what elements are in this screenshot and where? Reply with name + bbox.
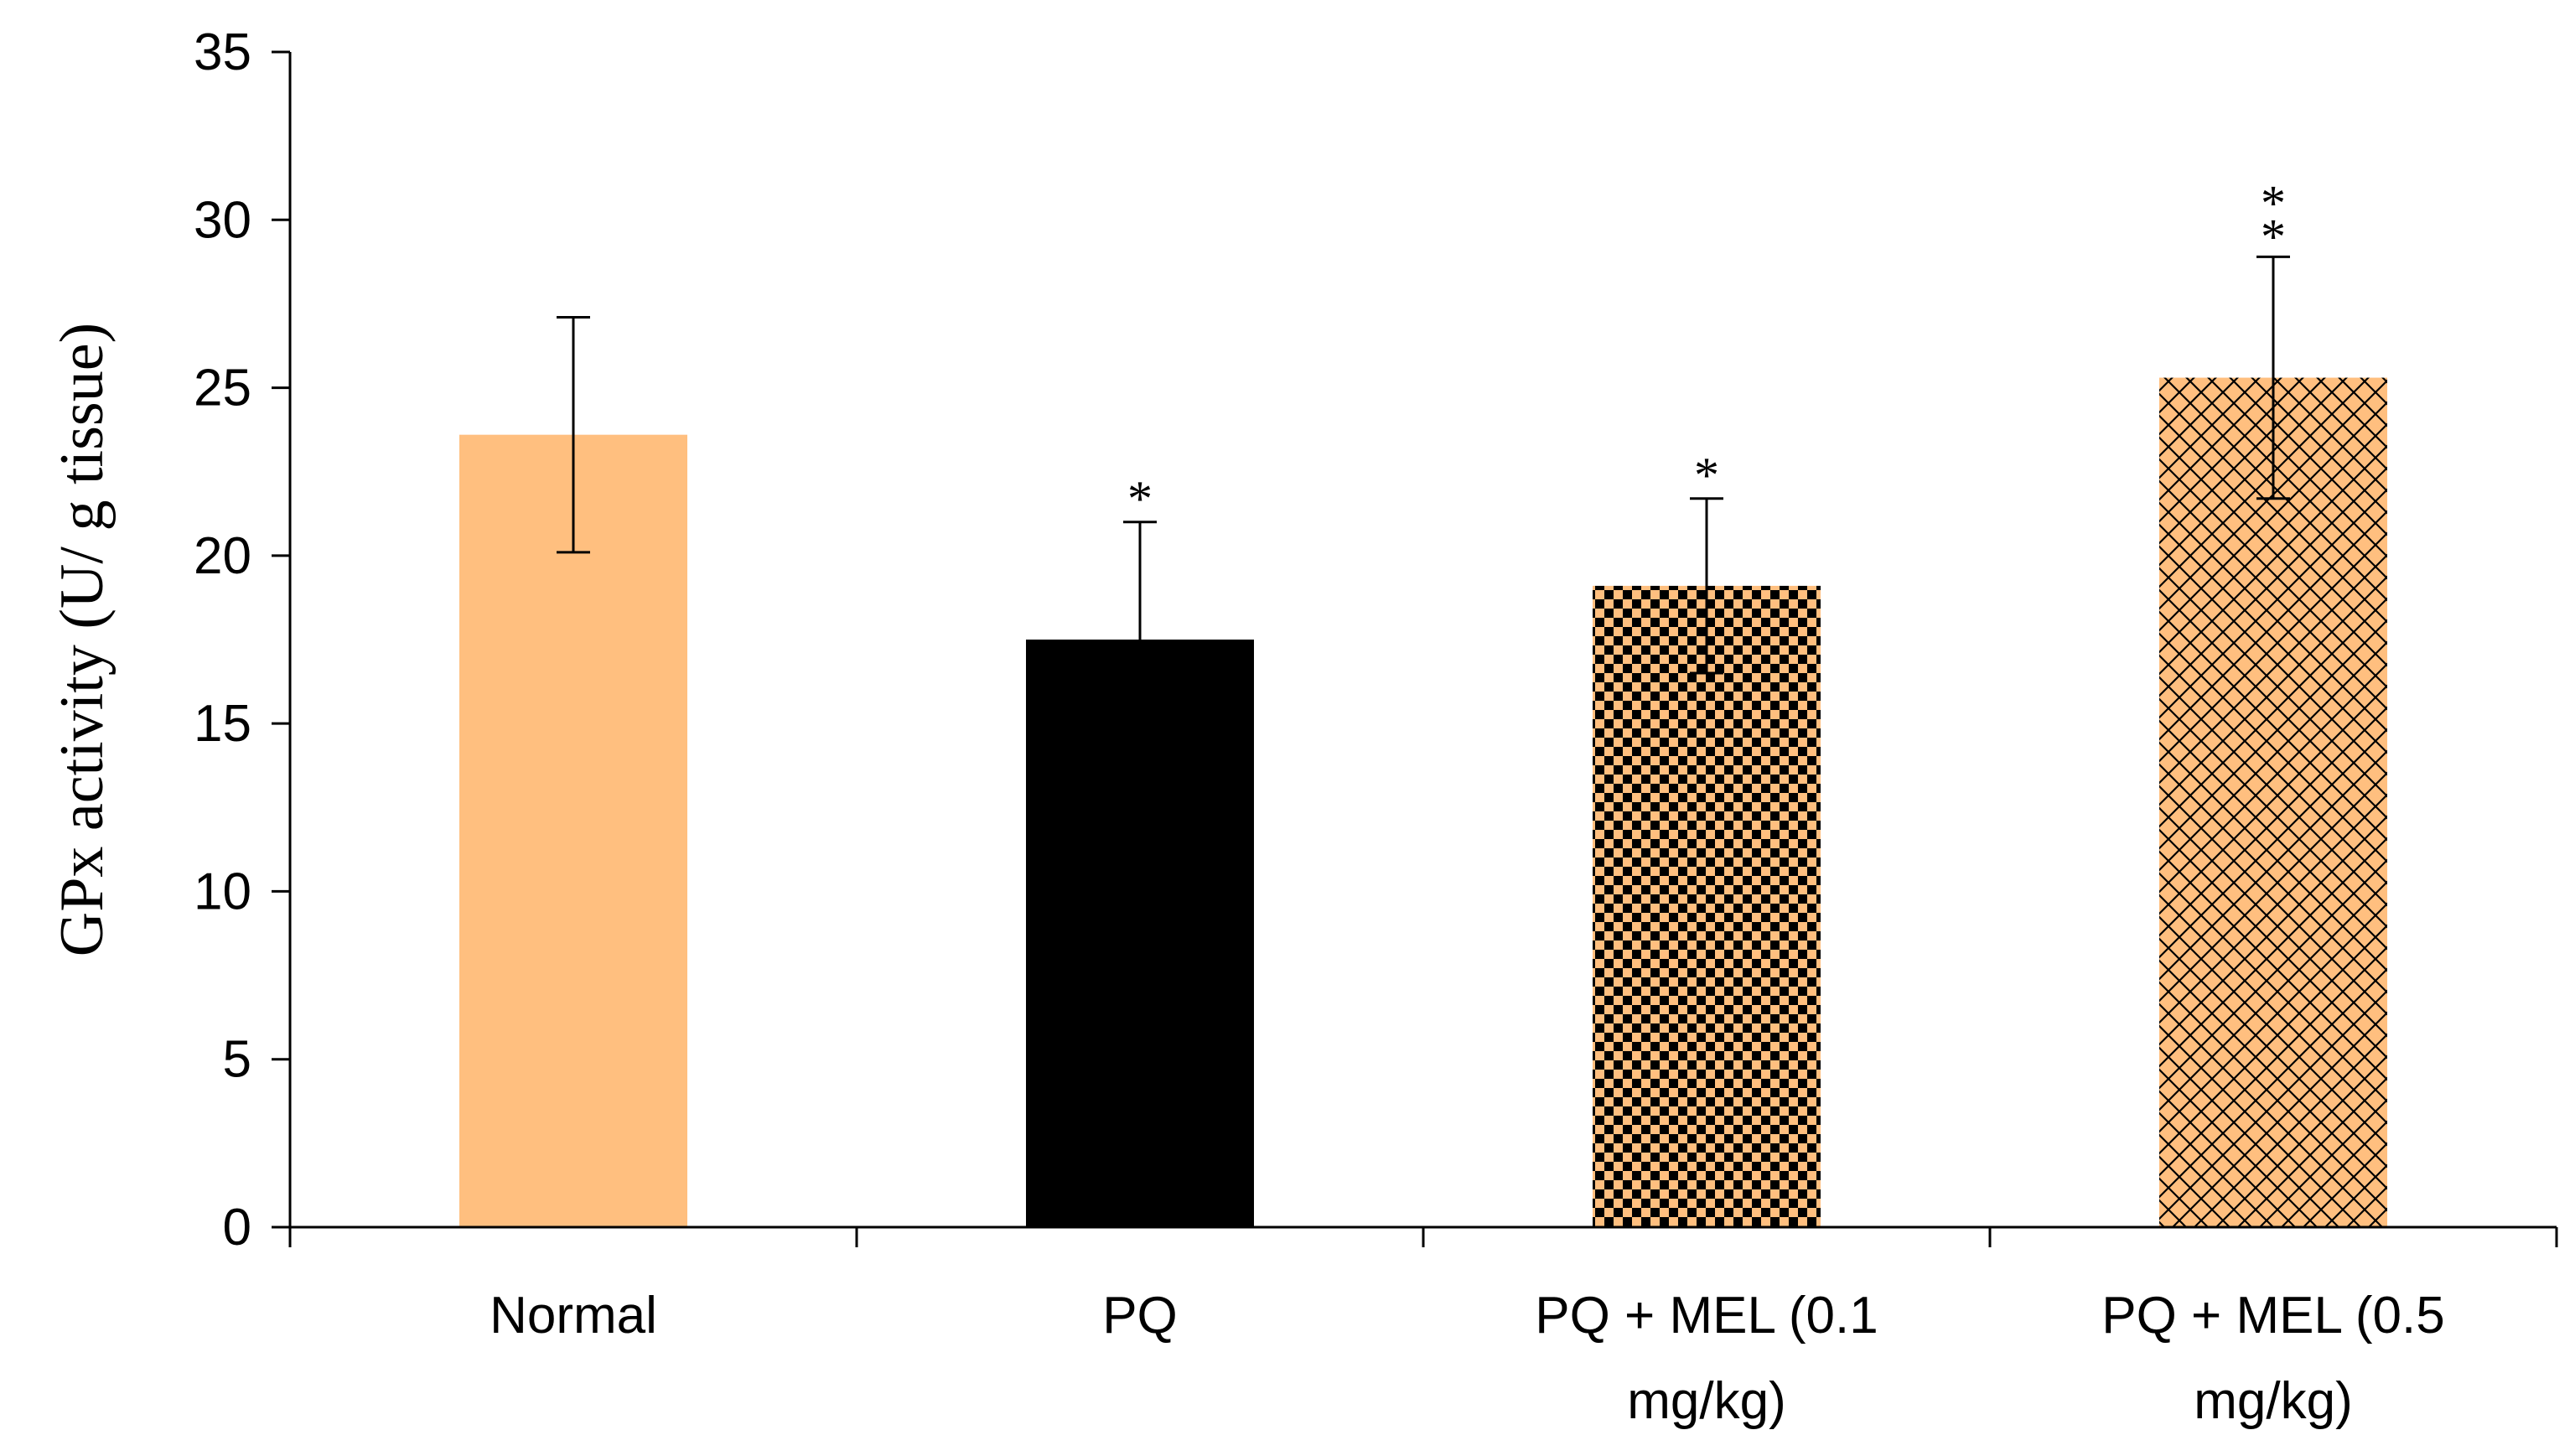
significance-marker-2: *: [1694, 448, 1719, 503]
y-tick-label-5: 25: [194, 360, 251, 417]
significance-marker-1: *: [1127, 471, 1153, 526]
bar-2: [1593, 585, 1821, 1227]
bar-0: [459, 434, 687, 1227]
bars-layer: [459, 377, 2387, 1227]
x-category-label-3-line-1: mg/kg): [2194, 1372, 2352, 1430]
y-tick-label-1: 5: [223, 1031, 251, 1089]
error-bars-layer: [557, 255, 2290, 759]
y-tick-label-3: 15: [194, 695, 251, 753]
y-tick-label-0: 0: [223, 1199, 251, 1257]
y-tick-label-4: 20: [194, 527, 251, 585]
x-category-label-0-line-0: Normal: [490, 1287, 657, 1345]
y-axis-title: GPx activity (U/ g tissue): [48, 323, 117, 956]
x-category-label-1-line-0: PQ: [1102, 1287, 1178, 1345]
bar-3: [2159, 377, 2387, 1227]
y-tick-label-6: 30: [194, 191, 251, 249]
significance-marker-3: * *: [2261, 175, 2286, 264]
x-category-label-2-line-0: PQ + MEL (0.1: [1535, 1287, 1878, 1345]
y-tick-label-7: 35: [194, 23, 251, 81]
axes-layer: [272, 50, 2558, 1247]
y-tick-label-2: 10: [194, 863, 251, 920]
x-category-label-2-line-1: mg/kg): [1627, 1372, 1785, 1430]
labels-layer: 0 5 10 15 20 25 30 35 Normal PQ PQ + MEL (0.1 mg/kg…: [48, 23, 2445, 1430]
x-category-label-3-line-0: PQ + MEL (0.5: [2101, 1287, 2444, 1345]
